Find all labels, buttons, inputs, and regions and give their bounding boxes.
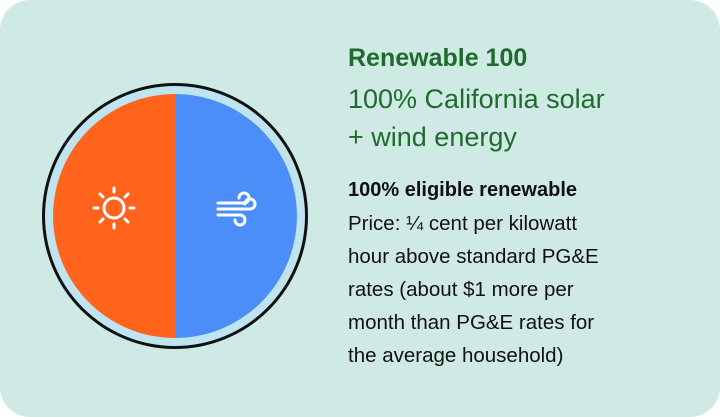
description-line: hour above standard PG&E — [348, 245, 599, 268]
card-title: Renewable 100 — [348, 44, 527, 72]
solar-half — [53, 94, 175, 338]
heading: 100% eligible renewable — [348, 179, 577, 201]
subtitle: 100% California solar + wind energy — [348, 84, 605, 152]
subtitle-line: 100% California solar — [348, 84, 605, 114]
description-line: the average household) — [348, 344, 563, 367]
subtitle-line: + wind energy — [348, 122, 517, 152]
sun-icon — [92, 186, 136, 230]
description: Price: ¼ cent per kilowatt hour above sta… — [348, 212, 599, 367]
description-line: month than PG&E rates for — [348, 311, 594, 334]
description-line: rates (about $1 more per — [348, 278, 574, 301]
wind-icon — [216, 191, 257, 227]
description-line: Price: ¼ cent per kilowatt — [348, 212, 577, 235]
energy-circle — [42, 83, 308, 349]
